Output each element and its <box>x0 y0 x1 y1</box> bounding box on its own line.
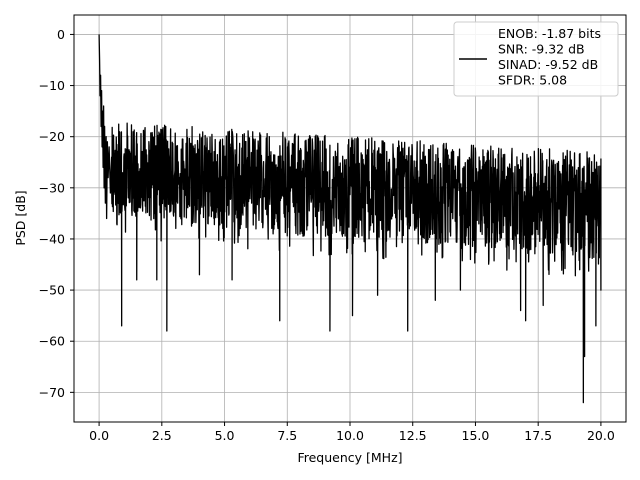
x-tick-label: 2.5 <box>152 428 172 443</box>
x-tick-label: 17.5 <box>524 428 552 443</box>
legend-box <box>453 21 619 97</box>
y-axis: 0 −10 −20 −30 −40 −50 −60 −70 <box>39 27 74 400</box>
x-tick-label: 12.5 <box>399 428 427 443</box>
x-axis-label: Frequency [MHz] <box>297 450 402 465</box>
legend-entry-line: SFDR: 5.08 <box>498 73 567 88</box>
legend-entry-line: SINAD: -9.52 dB <box>498 57 598 72</box>
x-tick-label: 5.0 <box>215 428 235 443</box>
y-axis-label: PSD [dB] <box>13 190 28 245</box>
y-tick-label: −50 <box>39 283 65 298</box>
x-tick-label: 20.0 <box>587 428 615 443</box>
y-tick-label: −20 <box>39 129 65 144</box>
legend-entry-line: ENOB: -1.87 bits <box>498 26 601 41</box>
psd-series-line <box>98 34 602 404</box>
legend: ENOB: -1.87 bits SNR: -9.32 dB SINAD: -9.5… <box>453 21 619 97</box>
y-tick-label: −70 <box>39 385 65 400</box>
y-tick-label: −10 <box>39 78 65 93</box>
y-tick-label: −60 <box>39 334 65 349</box>
x-tick-label: 10.0 <box>336 428 364 443</box>
legend-label: ENOB: -1.87 bits SNR: -9.32 dB SINAD: -9.5… <box>498 26 601 88</box>
y-tick-label: 0 <box>57 27 65 42</box>
legend-entry-line: SNR: -9.32 dB <box>498 42 585 57</box>
plot-area <box>98 34 602 404</box>
y-tick-label: −30 <box>39 180 65 195</box>
x-tick-label: 7.5 <box>277 428 297 443</box>
y-tick-label: −40 <box>39 231 65 246</box>
x-tick-label: 0.0 <box>89 428 109 443</box>
x-tick-label: 15.0 <box>462 428 490 443</box>
x-axis: 0.0 2.5 5.0 7.5 10.0 12.5 15.0 17.5 20.0 <box>89 422 615 443</box>
